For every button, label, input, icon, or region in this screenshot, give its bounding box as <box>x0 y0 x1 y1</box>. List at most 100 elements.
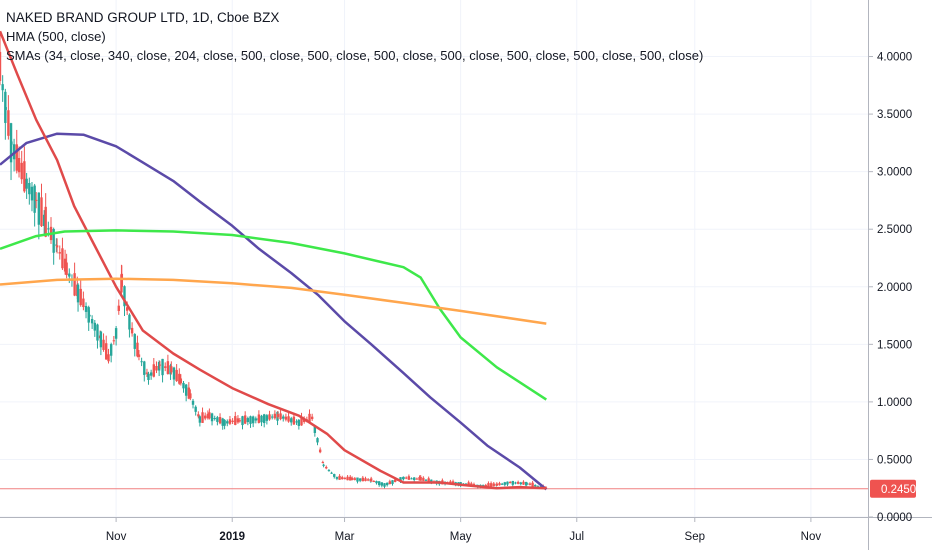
candle-body <box>511 480 515 485</box>
y-tick-label: 2.5000 <box>877 224 912 236</box>
candle-body <box>316 438 319 443</box>
candle-body <box>375 481 378 484</box>
candle-body <box>63 258 67 272</box>
candle-body <box>203 415 207 419</box>
x-tick-label: May <box>450 531 472 543</box>
candle-body <box>23 161 26 192</box>
candle-body <box>231 420 234 422</box>
candle-body <box>290 418 293 423</box>
candle-body <box>28 183 31 195</box>
candle-body <box>424 479 428 481</box>
sma204-line <box>0 277 547 325</box>
x-tick-label: Jul <box>569 531 584 543</box>
sma340-line <box>0 229 547 401</box>
candle-body <box>73 273 76 296</box>
candle-body <box>343 477 347 479</box>
candle-body <box>61 248 64 269</box>
candle-body <box>257 414 261 423</box>
candle-body <box>158 364 162 366</box>
candle-body <box>413 477 416 480</box>
candle-body <box>161 358 164 376</box>
candle-body <box>500 483 504 485</box>
candle-body <box>164 366 167 368</box>
candle-body <box>484 484 487 486</box>
candle-body <box>430 479 433 483</box>
candle-body <box>179 378 183 384</box>
candle-body <box>155 366 158 371</box>
candle-body <box>353 478 357 480</box>
candle-body <box>372 481 376 483</box>
candle-body <box>405 477 408 479</box>
candle-body <box>128 314 131 330</box>
candle-body <box>172 367 176 380</box>
candle-body <box>52 228 55 253</box>
hma-line <box>0 132 548 491</box>
candle-body <box>17 158 21 173</box>
candle-body <box>20 162 23 180</box>
candle-body <box>82 298 85 308</box>
candle-body <box>7 110 10 136</box>
candle-body <box>263 414 266 424</box>
candle-body <box>271 416 274 418</box>
x-tick-label: 2019 <box>219 531 245 543</box>
candle-body <box>130 327 134 334</box>
candle-body <box>297 419 301 426</box>
candle-body <box>327 470 331 472</box>
candle-body <box>350 477 354 480</box>
x-tick-label: Sep <box>685 531 705 543</box>
candle-body <box>137 354 141 357</box>
candle-body <box>33 185 36 213</box>
candle-body <box>415 478 419 480</box>
candle-body <box>407 476 411 480</box>
candle-body <box>34 199 38 201</box>
candle-body <box>241 416 244 426</box>
candle-body <box>308 413 311 424</box>
candle-body <box>519 482 522 485</box>
candle-body <box>145 372 149 374</box>
candle-body <box>410 478 413 480</box>
candle-body <box>187 387 191 399</box>
candle-body <box>90 318 94 324</box>
candle-body <box>178 373 181 384</box>
candle-body <box>198 416 202 423</box>
candle-body <box>189 393 192 399</box>
candle-body <box>218 416 222 424</box>
candle-body <box>210 413 214 422</box>
candle-body <box>531 482 534 487</box>
candle-body <box>356 477 359 482</box>
candle-body <box>175 369 178 382</box>
candle-body <box>184 384 188 396</box>
candle-body <box>149 372 153 376</box>
candle-body <box>109 344 113 356</box>
x-tick-label: Nov <box>106 531 127 543</box>
candle-body <box>516 481 520 484</box>
candle-body <box>333 474 336 477</box>
grid <box>0 0 868 518</box>
y-tick-label: 0.0000 <box>877 512 912 524</box>
candle-body <box>380 482 384 486</box>
candle-body <box>492 483 495 487</box>
candle-body <box>125 307 129 311</box>
candle-body <box>1 84 4 91</box>
candle-body <box>112 340 116 342</box>
candle-body <box>292 416 296 425</box>
candle-body <box>391 480 394 484</box>
candle-body <box>191 400 195 405</box>
candle-body <box>287 416 290 422</box>
y-tick-label: 4.0000 <box>877 52 912 64</box>
candle-body <box>341 477 344 480</box>
candle-body <box>514 482 517 484</box>
candle-body <box>284 416 288 420</box>
candle-body <box>495 483 499 486</box>
candle-body <box>322 464 325 466</box>
candle-body <box>528 483 532 485</box>
candle-body <box>152 364 156 377</box>
y-tick-label: 1.0000 <box>877 397 912 409</box>
y-tick-label: 2.0000 <box>877 282 912 294</box>
candle-body <box>364 478 367 482</box>
sma34-line <box>0 30 547 490</box>
candle-body <box>349 476 352 481</box>
candle-body <box>388 481 392 485</box>
